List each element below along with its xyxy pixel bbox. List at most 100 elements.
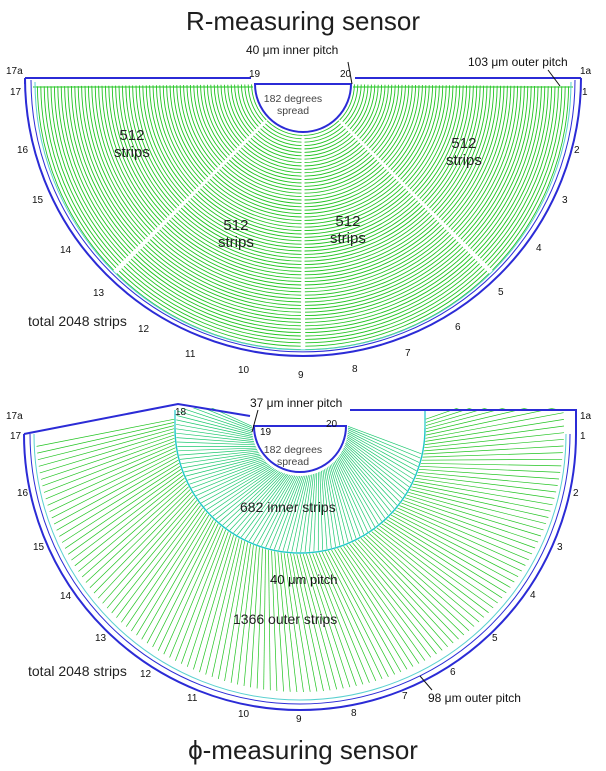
phi-outer-strips-label: 1366 outer strips (233, 611, 338, 627)
phi-outer-strip (408, 491, 544, 531)
phi-outer-pitch-label: 98 μm outer pitch (428, 691, 521, 705)
r-strip-arc (304, 239, 457, 303)
phi-inner-strip (265, 475, 299, 548)
phi-outer-strip (321, 551, 383, 680)
r-strip-arc (67, 86, 136, 250)
phi-edge-number: 15 (33, 542, 45, 553)
r-sector-label: 512 strips (218, 217, 254, 251)
phi-inner-strip (340, 453, 386, 519)
phi-outer-strip (331, 549, 402, 673)
r-strip-arc (125, 85, 177, 209)
phi-outer-strip (425, 408, 560, 423)
phi-inner-strip (189, 459, 264, 485)
r-strip-arc (475, 86, 546, 254)
r-strip-arc (303, 120, 340, 136)
phi-outer-strip (180, 531, 229, 664)
r-sector-gap (338, 119, 494, 275)
phi-inner-strip (346, 437, 412, 484)
r-strip-arc (346, 84, 366, 128)
r-edge-number: 15 (32, 195, 44, 206)
phi-outer-strip (38, 428, 175, 467)
r-strip-arc (467, 85, 536, 247)
r-strip-arc (240, 146, 303, 174)
r-strip-arc (492, 86, 570, 271)
phi-edge-number: 17 (10, 431, 22, 442)
r-strip-arc (189, 84, 224, 164)
phi-inner-strip (344, 446, 400, 503)
r-inner-pitch-label: 40 μm inner pitch (246, 43, 339, 57)
phi-edge-number: 6 (450, 667, 456, 678)
phi-inner-strip (206, 467, 273, 510)
phi-outer-strip (337, 548, 414, 667)
r-strip-arc (380, 84, 413, 161)
r-strip-arc (489, 86, 566, 269)
r-edge-number: 19 (249, 69, 261, 80)
r-strip-arc (373, 84, 403, 154)
r-strip-arc (186, 84, 221, 166)
r-strip-arc (183, 205, 302, 255)
phi-edge-number: 19 (260, 427, 272, 438)
r-strip-arc (133, 256, 301, 327)
phi-outer-strip (293, 553, 324, 692)
r-strip-arc (370, 84, 400, 152)
r-strip-arc (460, 85, 525, 240)
r-strip-arc (223, 84, 248, 140)
r-strip-arc (159, 229, 302, 289)
r-strip-arc (70, 85, 139, 247)
phi-outer-strip (379, 525, 494, 609)
phi-outer-strip (111, 502, 199, 614)
phi-inner-strip (344, 444, 403, 499)
r-strip-arc (349, 84, 369, 130)
phi-inner-strip (229, 472, 284, 531)
r-strip-arc (36, 86, 114, 271)
r-strip-arc (74, 85, 141, 245)
phi-inner-strip (184, 455, 261, 473)
r-strip-arc (429, 85, 481, 209)
phi-inner-strip (291, 475, 309, 552)
phi-outer-strip (349, 543, 437, 655)
r-strip-arc (304, 197, 416, 245)
r-strip-arc (57, 86, 129, 257)
r-strip-arc (123, 265, 301, 340)
r-strip-arc (155, 85, 199, 188)
r-edge-number: 10 (238, 365, 250, 376)
r-strip-arc (168, 219, 302, 276)
r-strip-arc (147, 241, 302, 306)
phi-outer-strip (363, 536, 465, 636)
phi-outer-strip (309, 553, 357, 687)
r-outer-pitch-leader (547, 69, 561, 87)
phi-outer-strip (71, 475, 184, 561)
phi-sensor-graphic (23, 402, 577, 711)
r-strip-arc (118, 270, 301, 347)
r-edge-number: 1a (580, 66, 592, 77)
r-strip-arc (399, 85, 440, 180)
r-strip-arc (482, 86, 556, 261)
r-strip-arc (450, 85, 512, 230)
r-strip-arc (446, 85, 505, 226)
r-strip-arc (190, 197, 302, 245)
phi-edge-number: 11 (187, 693, 198, 704)
phi-outer-strip (412, 483, 551, 512)
r-strip-arc (356, 84, 379, 138)
phi-inner-strip (176, 419, 253, 437)
r-strip-arc (223, 163, 303, 198)
phi-outer-strip (421, 458, 563, 461)
r-strip-arc (409, 85, 454, 190)
r-strip-arc (303, 127, 347, 147)
phi-outer-strip (268, 549, 271, 691)
phi-inner-strip (178, 408, 253, 431)
r-strip-arc (304, 214, 433, 269)
r-strip-arc (304, 190, 409, 235)
r-strip-arc (303, 146, 366, 174)
r-edge-number: 9 (298, 370, 304, 381)
r-strip-arc (237, 84, 257, 130)
r-strip-arc (304, 243, 461, 310)
r-strip-arc (197, 190, 302, 235)
r-strip-arc (220, 84, 245, 142)
r-strip-arc (238, 149, 303, 177)
r-strip-arc (305, 253, 471, 323)
phi-outer-strip (169, 527, 224, 658)
phi-outer-strip (256, 548, 263, 689)
r-strip-arc (414, 85, 461, 195)
phi-inner-strip (328, 466, 349, 543)
